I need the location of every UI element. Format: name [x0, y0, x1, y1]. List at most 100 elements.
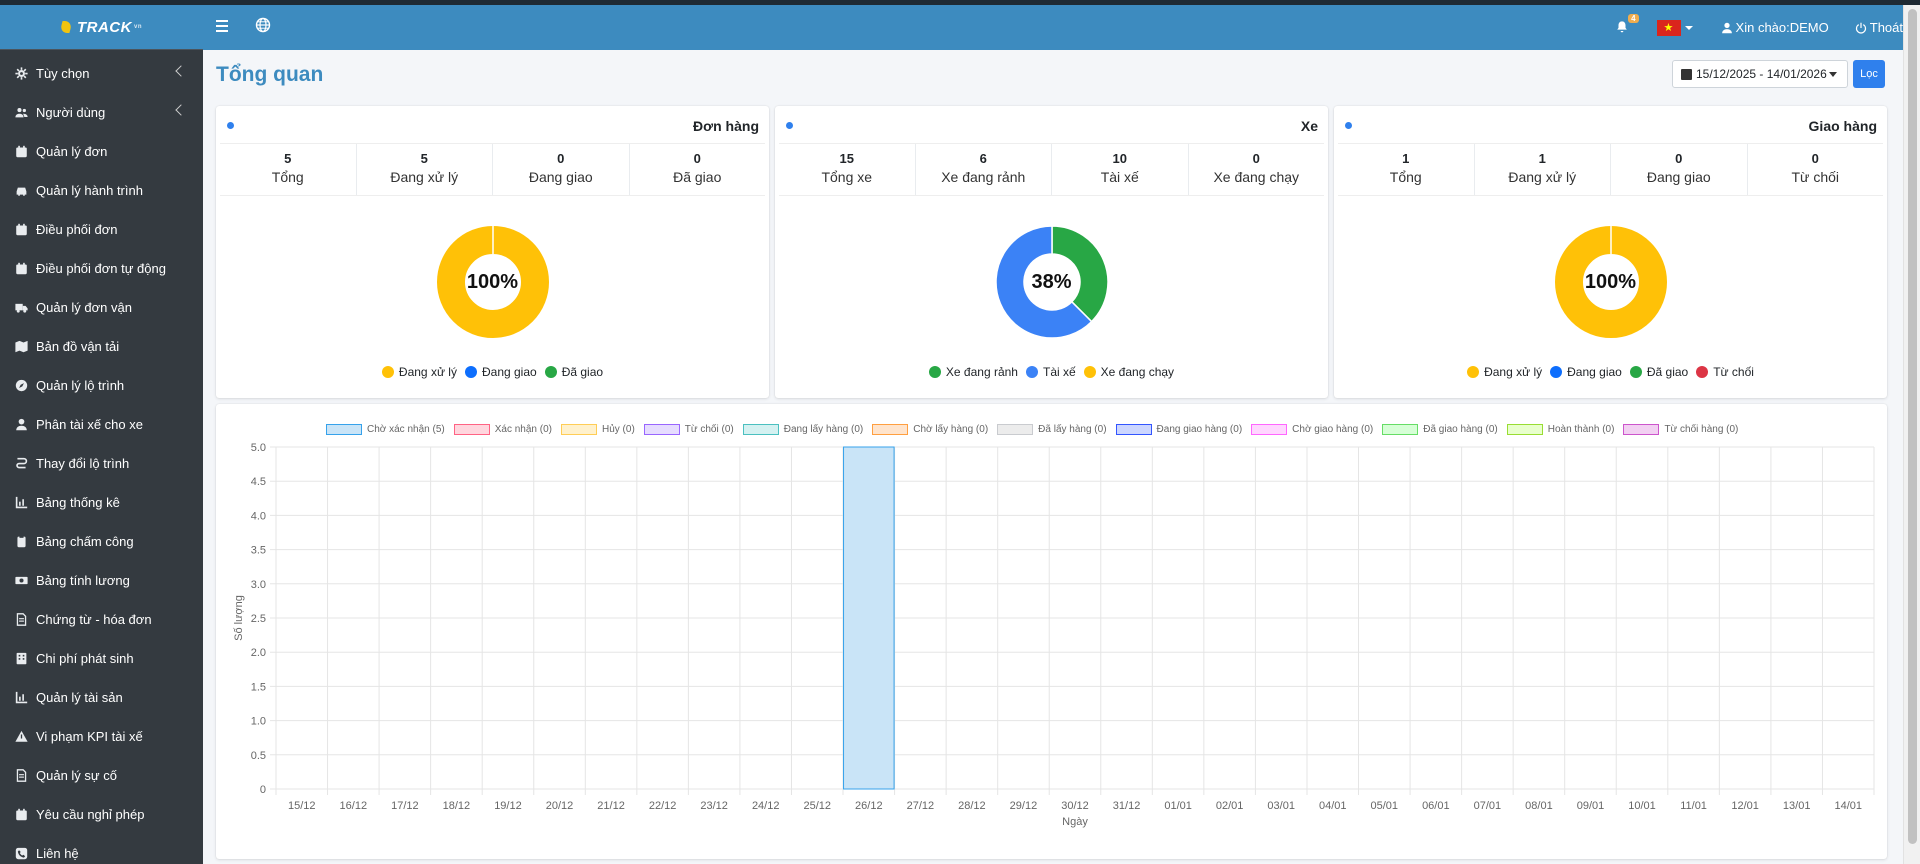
language-globe-button[interactable]	[255, 17, 275, 37]
stat-cell: 0 Xe đang chạy	[1189, 144, 1325, 195]
legend-item[interactable]: Xe đang rảnh	[928, 365, 1018, 379]
sidebar-item-7[interactable]: Quản lý đơn vận	[0, 288, 203, 327]
sidebar-item-12[interactable]: Bảng thống kê	[0, 483, 203, 522]
donut-slice[interactable]	[1050, 225, 1109, 323]
bar-legend-item[interactable]: Từ chối (0)	[643, 424, 734, 435]
user-icon	[1721, 22, 1732, 33]
bar-legend-item[interactable]: Đang lấy hàng (0)	[742, 424, 863, 435]
stat-cell: 5 Đang xử lý	[357, 144, 493, 195]
vietnam-flag-icon[interactable]	[1656, 19, 1681, 36]
sidebar-item-2[interactable]: Người dùng	[0, 93, 203, 132]
donut-percent: 100%	[466, 270, 519, 293]
filter-button[interactable]: Lọc	[1853, 60, 1885, 88]
chart-icon	[14, 496, 28, 510]
donut-percent: 100%	[1584, 270, 1637, 293]
sidebar-item-21[interactable]: Liên hệ	[0, 834, 203, 864]
bar-legend-item[interactable]: Đang giao hàng (0)	[1115, 424, 1242, 435]
page-title: Tổng quan	[216, 63, 324, 86]
stat-value: 0	[557, 151, 565, 166]
chevron-down-icon[interactable]	[1684, 25, 1693, 30]
file-icon	[14, 769, 28, 783]
sidebar-item-label: Quản lý lộ trình	[36, 378, 125, 393]
car-icon	[14, 184, 28, 198]
sidebar-item-label: Yêu cầu nghỉ phép	[36, 807, 145, 822]
user-icon	[14, 418, 28, 432]
stat-value: 15	[839, 151, 854, 166]
legend-item[interactable]: Từ chối	[1696, 365, 1754, 379]
card-stats: 1 Tổng 1 Đang xử lý 0 Đang giao 0 Từ chối	[1338, 144, 1883, 196]
scrollbar-thumb[interactable]	[1908, 9, 1917, 844]
sidebar-item-14[interactable]: Bảng tính lương	[0, 561, 203, 600]
legend-item[interactable]: Xe đang chạy	[1083, 365, 1174, 379]
bar-legend-item[interactable]: Xác nhận (0)	[453, 424, 552, 435]
bar-legend-item[interactable]: Đã lấy hàng (0)	[997, 424, 1107, 435]
x-tick-label: 21/12	[597, 800, 625, 812]
date-range-picker[interactable]: 15/12/2025 - 14/01/2026	[1672, 60, 1848, 88]
stat-label: Tổng	[1389, 169, 1422, 185]
menu-toggle-button[interactable]	[212, 17, 232, 37]
sidebar-item-18[interactable]: Vi phạm KPI tài xế	[0, 717, 203, 756]
sidebar-item-17[interactable]: Quản lý tài sản	[0, 678, 203, 717]
legend-item[interactable]: Tài xế	[1025, 365, 1076, 379]
sidebar-item-10[interactable]: Phân tài xế cho xe	[0, 405, 203, 444]
notifications-button[interactable]: 4	[1615, 13, 1639, 36]
legend-label: Tài xế	[1042, 365, 1076, 379]
donut-percent: 38%	[1031, 270, 1072, 293]
sidebar-item-15[interactable]: Chứng từ - hóa đơn	[0, 600, 203, 639]
legend-item[interactable]: Đang xử lý	[381, 365, 457, 379]
bar-legend-item[interactable]: Hủy (0)	[560, 424, 635, 435]
sidebar-item-19[interactable]: Quản lý sự cố	[0, 756, 203, 795]
vertical-scrollbar[interactable]	[1903, 5, 1920, 864]
bar-chart-legend: Chờ xác nhận (5) Xác nhận (0) Hủy (0) Từ ch…	[326, 424, 1747, 435]
sidebar-item-label: Điều phối đơn tự động	[36, 261, 166, 276]
chart-icon	[14, 691, 28, 705]
legend-label: Chờ xác nhận (5)	[367, 424, 445, 435]
legend-item[interactable]: Đang giao	[464, 365, 537, 379]
stat-label: Đang giao	[1646, 169, 1711, 185]
x-tick-label: 26/12	[855, 800, 883, 812]
user-menu[interactable]: Xin chào:DEMO	[1721, 20, 1829, 35]
chevron-left-icon[interactable]	[175, 65, 187, 77]
sidebar-item-5[interactable]: Điều phối đơn	[0, 210, 203, 249]
card-header: Giao hàng	[1338, 106, 1883, 144]
x-tick-label: 01/01	[1164, 800, 1192, 812]
bar-legend-item[interactable]: Chờ giao hàng (0)	[1251, 424, 1373, 435]
y-tick-label: 5.0	[251, 442, 266, 454]
gear-icon	[14, 67, 28, 81]
bar-legend-item[interactable]: Đã giao hàng (0)	[1382, 424, 1498, 435]
chevron-left-icon[interactable]	[175, 104, 187, 116]
legend-swatch	[1629, 366, 1642, 378]
sidebar-item-13[interactable]: Bảng chấm công	[0, 522, 203, 561]
sidebar-item-20[interactable]: Yêu cầu nghỉ phép	[0, 795, 203, 834]
logout-button[interactable]: Thoát	[1855, 20, 1903, 35]
sidebar-item-11[interactable]: Thay đổi lộ trình	[0, 444, 203, 483]
bar-legend-item[interactable]: Từ chối hàng (0)	[1623, 424, 1738, 435]
x-tick-label: 04/01	[1319, 800, 1347, 812]
bar[interactable]	[843, 446, 895, 790]
sidebar-item-8[interactable]: Bản đồ vận tải	[0, 327, 203, 366]
bar-legend-item[interactable]: Chờ xác nhận (5)	[326, 424, 445, 435]
sidebar-item-4[interactable]: Quản lý hành trình	[0, 171, 203, 210]
legend-swatch	[742, 424, 779, 435]
bar-legend-item[interactable]: Hoàn thành (0)	[1506, 424, 1614, 435]
card-stats: 15 Tổng xe 6 Xe đang rảnh 10 Tài xế 0 Xe đang c…	[779, 144, 1324, 196]
legend-item[interactable]: Đã giao	[544, 365, 603, 379]
legend-swatch	[560, 424, 597, 435]
legend-label: Từ chối hàng (0)	[1664, 424, 1739, 435]
card-header: Đơn hàng	[220, 106, 765, 144]
legend-item[interactable]: Đang giao	[1550, 365, 1622, 379]
legend-label: Chờ lấy hàng (0)	[913, 424, 989, 435]
sidebar-item-6[interactable]: Điều phối đơn tự động	[0, 249, 203, 288]
sidebar-item-16[interactable]: Chi phí phát sinh	[0, 639, 203, 678]
brand[interactable]: TRACK vn	[0, 5, 203, 50]
legend-item[interactable]: Đã giao	[1629, 365, 1688, 379]
sidebar-item-9[interactable]: Quản lý lộ trình	[0, 366, 203, 405]
legend-item[interactable]: Đang xử lý	[1467, 365, 1542, 379]
legend-label: Đang xử lý	[1484, 365, 1543, 379]
donut-slice[interactable]	[994, 225, 1093, 339]
bar-legend-item[interactable]: Chờ lấy hàng (0)	[872, 424, 988, 435]
sidebar-item-1[interactable]: Tùy chọn	[0, 54, 203, 93]
sidebar-item-3[interactable]: Quản lý đơn	[0, 132, 203, 171]
bar-chart: 0 0.5 1.0 1.5 2.0 2.5 3.0 3.5 4.0 4.5 5.0 15/12 16/1…	[233, 442, 1875, 828]
map-icon	[14, 340, 28, 354]
